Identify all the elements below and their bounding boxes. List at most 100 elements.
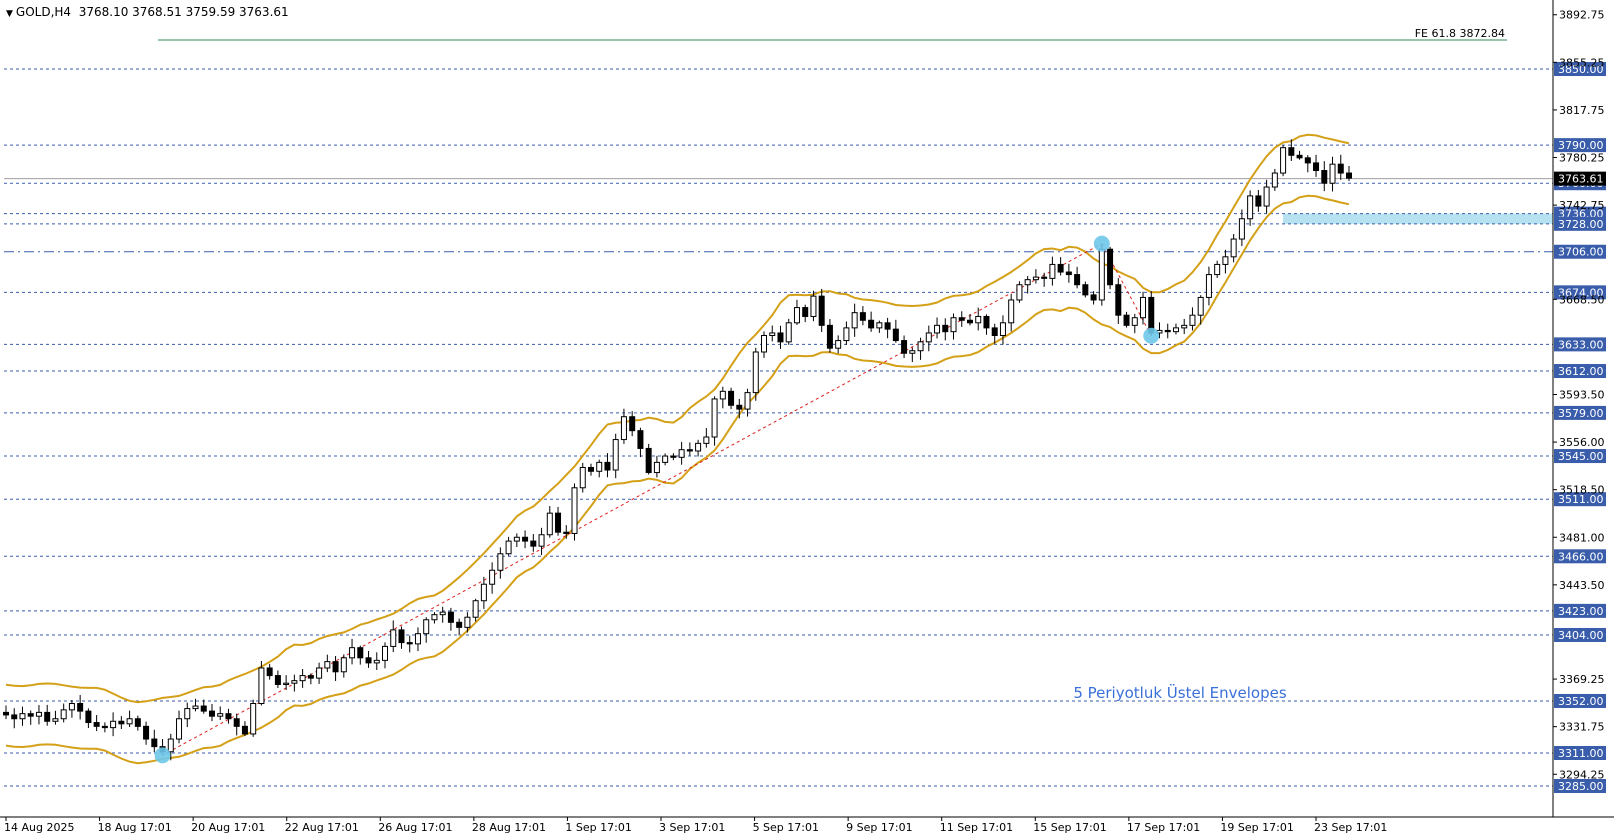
level-tag-bg xyxy=(1554,337,1606,352)
level-tag-bg xyxy=(1554,549,1606,564)
symbol-label: GOLD,H4 xyxy=(15,5,72,19)
candle-body xyxy=(151,738,158,748)
fib-trend-line xyxy=(162,243,1103,756)
candle-body xyxy=(1271,172,1278,188)
level-tag-bg xyxy=(1554,216,1606,231)
candle-body xyxy=(1065,271,1072,276)
level-tag-label: 3423.00 xyxy=(1558,605,1604,618)
candle-body xyxy=(1263,186,1270,207)
candle-body xyxy=(736,404,743,410)
candle-body xyxy=(11,714,18,720)
x-tick-label: 14 Aug 2025 xyxy=(4,821,74,834)
x-tick-label: 5 Sep 17:01 xyxy=(753,821,819,834)
y-tick-label: 3369.25 xyxy=(1559,673,1605,686)
level-tag-bg xyxy=(1554,746,1606,760)
candle-body xyxy=(225,713,232,720)
candle-body xyxy=(761,334,768,353)
level-tag-label: 3850.00 xyxy=(1558,63,1604,76)
x-tick-label: 23 Sep 17:01 xyxy=(1314,821,1387,834)
candle-body xyxy=(398,629,405,644)
candle-body xyxy=(859,312,866,321)
candle-body xyxy=(118,720,125,725)
y-tick-label: 3443.50 xyxy=(1559,579,1605,592)
candle-body xyxy=(1189,314,1196,326)
candle-body xyxy=(1057,263,1064,273)
candle-body xyxy=(901,340,908,354)
candle-body xyxy=(1148,296,1155,334)
y-tick-label: 3556.00 xyxy=(1559,436,1605,449)
y-tick-label: 3892.75 xyxy=(1559,9,1605,22)
candle-body xyxy=(134,718,141,727)
candle-body xyxy=(456,621,463,628)
x-tick-label: 18 Aug 17:01 xyxy=(98,821,172,834)
candle-body xyxy=(999,322,1006,336)
x-tick-label: 3 Sep 17:01 xyxy=(659,821,725,834)
candle-body xyxy=(1082,284,1089,296)
time-axis[interactable]: 14 Aug 2025 18 Aug 17:01 20 Aug 17:01 22 Au… xyxy=(0,816,1614,834)
candle-body xyxy=(431,614,438,621)
candle-body xyxy=(1107,248,1114,286)
x-tick-label: 1 Sep 17:01 xyxy=(565,821,631,834)
level-tag-label: 3612.00 xyxy=(1558,365,1604,378)
candle-body xyxy=(143,725,150,740)
dropdown-triangle-icon[interactable]: ▼ xyxy=(6,9,13,19)
candle-body xyxy=(340,657,347,673)
level-tag-label: 3790.00 xyxy=(1558,139,1604,152)
candle-body xyxy=(810,295,817,317)
level-tag-bg xyxy=(1554,492,1606,507)
candle-body xyxy=(975,315,982,324)
price-axis[interactable]: 3850.003790.003760.003736.003728.003706.… xyxy=(1552,0,1606,817)
candle-body xyxy=(513,536,520,542)
current-price-tag-label: 3763.61 xyxy=(1558,173,1604,186)
candle-body xyxy=(126,718,133,725)
y-tick-label: 3294.25 xyxy=(1559,768,1605,781)
candle-body xyxy=(110,720,117,729)
candle-body xyxy=(101,725,108,729)
y-tick-label: 3780.25 xyxy=(1559,152,1605,165)
candle-body xyxy=(950,317,957,333)
trend-lines xyxy=(162,243,1152,756)
candle-body xyxy=(176,718,183,740)
candle-body xyxy=(1238,218,1245,240)
candle-body xyxy=(1140,296,1147,319)
candle-body xyxy=(208,710,215,717)
candle-body xyxy=(1255,195,1262,207)
candle-body xyxy=(826,324,833,349)
candle-body xyxy=(1172,327,1179,333)
level-tag-label: 3633.00 xyxy=(1558,338,1604,351)
candle-body xyxy=(3,711,9,716)
upper-envelope xyxy=(5,133,1350,704)
candle-body xyxy=(357,647,364,659)
candle-body xyxy=(423,619,430,635)
x-tick-label: 26 Aug 17:01 xyxy=(378,821,452,834)
candle-body xyxy=(596,461,603,472)
fib-label: FE 61.8 3872.84 xyxy=(1415,27,1505,40)
candle-body xyxy=(728,390,735,406)
candle-body xyxy=(777,332,784,343)
candle-body xyxy=(1074,274,1081,286)
candle-body xyxy=(563,531,570,534)
swing-markers xyxy=(154,235,1160,764)
candle-body xyxy=(1205,274,1212,298)
x-tick-label: 22 Aug 17:01 xyxy=(285,821,359,834)
swing-point-marker xyxy=(1143,327,1160,344)
candles xyxy=(3,139,1352,761)
candle-body xyxy=(711,398,718,438)
candle-body xyxy=(785,322,792,343)
candle-body xyxy=(233,718,240,727)
candle-body xyxy=(530,540,537,547)
level-tag-bg xyxy=(1554,693,1606,708)
candle-body xyxy=(1090,294,1097,301)
level-tag-label: 3311.00 xyxy=(1558,747,1604,760)
x-tick-label: 19 Sep 17:01 xyxy=(1220,821,1293,834)
envelopes xyxy=(5,133,1350,765)
level-tag-label: 3352.00 xyxy=(1558,695,1604,708)
candle-body xyxy=(884,322,891,330)
y-tick-label: 3817.75 xyxy=(1559,104,1605,117)
level-tag-bg xyxy=(1554,138,1606,153)
candle-body xyxy=(266,667,273,677)
candle-body xyxy=(1008,299,1015,324)
level-tag-label: 3545.00 xyxy=(1558,450,1604,463)
level-tag-bg xyxy=(1554,449,1606,464)
